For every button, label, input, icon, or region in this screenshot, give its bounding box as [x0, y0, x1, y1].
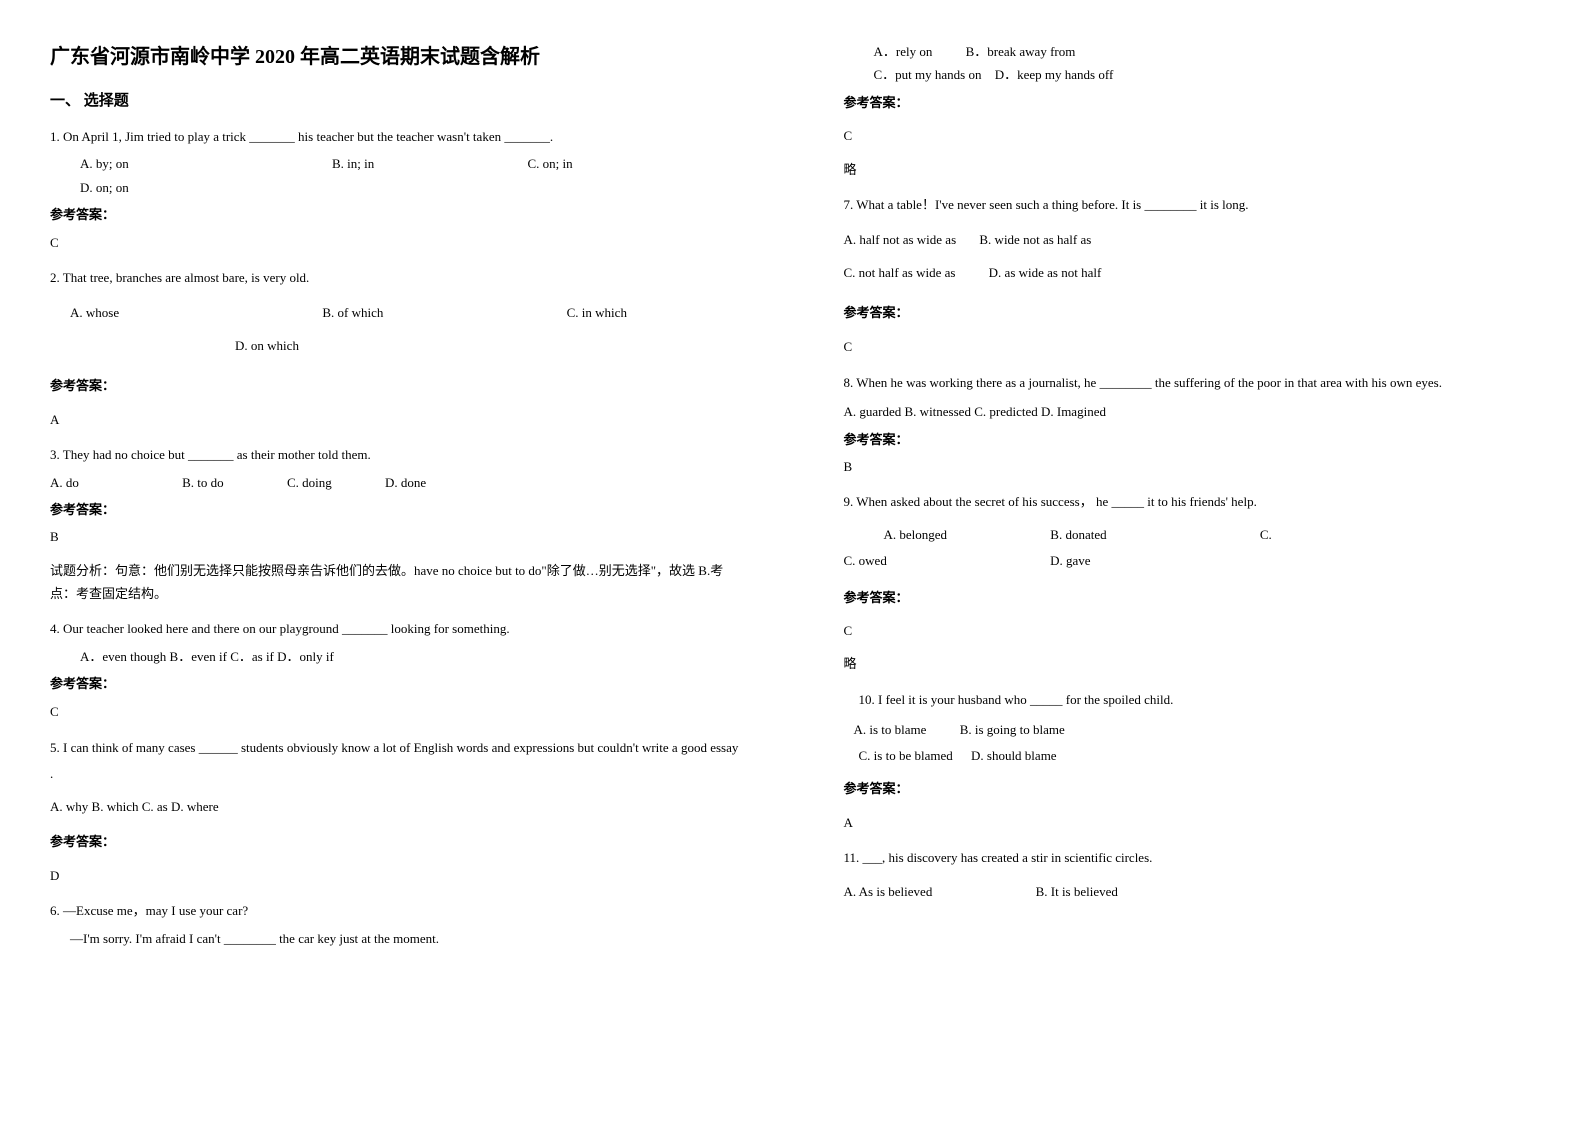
option-a: A．rely on	[874, 44, 933, 59]
option-a: A. whose	[70, 305, 119, 320]
option-c: C. owed	[844, 553, 887, 568]
answer-label: 参考答案：	[50, 374, 744, 397]
option-c: C. is to be blamed	[859, 748, 953, 763]
question-options: A．rely on B．break away from C．put my han…	[874, 40, 1538, 87]
answer-label: 参考答案：	[844, 91, 1538, 114]
page-title: 广东省河源市南岭中学 2020 年高二英语期末试题含解析	[50, 40, 744, 69]
option-c: C. not half as wide as	[844, 265, 956, 280]
right-column: A．rely on B．break away from C．put my han…	[794, 0, 1587, 1122]
option-b: B. to do	[182, 475, 224, 490]
option-b: B. in; in	[332, 156, 374, 171]
answer: D	[50, 864, 744, 887]
option-b: B. of which	[322, 305, 383, 320]
answer-label: 参考答案：	[844, 586, 1538, 609]
question-text: 2. That tree, branches are almost bare, …	[50, 266, 744, 289]
answer-label: 参考答案：	[50, 498, 744, 521]
question-10: 10. I feel it is your husband who _____ …	[844, 688, 1538, 834]
option-a: A. As is believed	[844, 884, 933, 899]
lue: 略	[844, 158, 1538, 181]
question-text: 1. On April 1, Jim tried to play a trick…	[50, 125, 744, 148]
question-2: 2. That tree, branches are almost bare, …	[50, 266, 744, 431]
option-a: A. by; on	[80, 156, 129, 171]
option-b: B. It is believed	[1036, 884, 1118, 899]
option-a: A. do	[50, 475, 79, 490]
question-options: A. why B. which C. as D. where	[50, 795, 744, 818]
option-c: C．put my hands on	[874, 67, 982, 82]
option-a: A. half not as wide as	[844, 232, 957, 247]
question-text: 9. When asked about the secret of his su…	[844, 490, 1538, 513]
question-options: A. is to blame B. is going to blame C. i…	[854, 717, 1538, 769]
question-4: 4. Our teacher looked here and there on …	[50, 617, 744, 723]
option-c: C. doing	[287, 475, 332, 490]
option-d: D. as wide as not half	[989, 265, 1102, 280]
option-a: A. belonged	[884, 527, 948, 542]
answer: C	[50, 231, 744, 254]
option-d: D. should blame	[971, 748, 1057, 763]
answer-label: 参考答案：	[50, 672, 744, 695]
question-text: 3. They had no choice but _______ as the…	[50, 443, 744, 466]
option-b: B．break away from	[966, 44, 1076, 59]
answer-label: 参考答案：	[50, 830, 744, 853]
option-d: D. done	[385, 475, 426, 490]
question-6: 6. —Excuse me，may I use your car? —I'm s…	[50, 899, 744, 950]
option-b: B. is going to blame	[960, 722, 1065, 737]
option-a: A. is to blame	[854, 722, 927, 737]
question-options: A. guarded B. witnessed C. predicted D. …	[844, 400, 1538, 423]
lue: 略	[844, 652, 1538, 675]
answer-label: 参考答案：	[844, 301, 1538, 324]
question-options: A. by; on B. in; in C. on; in D. on; on	[80, 152, 744, 199]
answer: B	[844, 455, 1538, 478]
option-d: D. on; on	[80, 180, 129, 195]
question-options: A. do B. to do C. doing D. done	[50, 471, 744, 494]
answer: C	[844, 335, 1538, 358]
question-text: 11. ___, his discovery has created a sti…	[844, 846, 1538, 869]
question-11: 11. ___, his discovery has created a sti…	[844, 846, 1538, 905]
option-c: C. in which	[567, 305, 627, 320]
question-text: 10. I feel it is your husband who _____ …	[859, 688, 1538, 711]
answer: A	[50, 408, 744, 431]
analysis: 试题分析：句意：他们别无选择只能按照母亲告诉他们的去做。have no choi…	[50, 559, 744, 606]
question-text: 5. I can think of many cases ______ stud…	[50, 735, 744, 787]
option-c-label: C.	[1260, 527, 1272, 542]
question-1: 1. On April 1, Jim tried to play a trick…	[50, 125, 744, 254]
answer: C	[844, 619, 1538, 642]
question-text: 4. Our teacher looked here and there on …	[50, 617, 744, 640]
question-7: 7. What a table！I've never seen such a t…	[844, 193, 1538, 358]
answer: C	[844, 124, 1538, 147]
question-5: 5. I can think of many cases ______ stud…	[50, 735, 744, 887]
question-6-continued: A．rely on B．break away from C．put my han…	[844, 40, 1538, 181]
left-column: 广东省河源市南岭中学 2020 年高二英语期末试题含解析 一、 选择题 1. O…	[0, 0, 794, 1122]
answer-label: 参考答案：	[844, 777, 1538, 800]
question-text: 7. What a table！I've never seen such a t…	[844, 193, 1538, 216]
question-options: A. belonged B. donated C. C. owed D. gav…	[844, 522, 1538, 574]
question-options: A．even though B．even if C．as if D．only i…	[80, 645, 744, 668]
option-c: C. on; in	[528, 156, 573, 171]
answer-label: 参考答案：	[50, 203, 744, 226]
option-b: B. donated	[1050, 527, 1106, 542]
question-options: A. whose B. of which C. in which which D…	[50, 297, 744, 362]
option-b: B. wide not as half as	[979, 232, 1091, 247]
question-8: 8. When he was working there as a journa…	[844, 370, 1538, 478]
question-9: 9. When asked about the secret of his su…	[844, 490, 1538, 676]
answer-label: 参考答案：	[844, 428, 1538, 451]
answer: C	[50, 700, 744, 723]
question-options: A. half not as wide as B. wide not as ha…	[844, 224, 1538, 289]
question-text-2: —I'm sorry. I'm afraid I can't ________ …	[70, 927, 744, 950]
question-text: 8. When he was working there as a journa…	[844, 370, 1538, 396]
option-d: D．keep my hands off	[995, 67, 1114, 82]
section-heading: 一、 选择题	[50, 89, 744, 110]
answer: A	[844, 811, 1538, 834]
question-text-1: 6. —Excuse me，may I use your car?	[50, 899, 744, 922]
answer: B	[50, 525, 744, 548]
option-d: D. on which	[235, 338, 299, 353]
option-d: D. gave	[1050, 553, 1090, 568]
question-3: 3. They had no choice but _______ as the…	[50, 443, 744, 605]
question-options: A. As is believed B. It is believed	[844, 879, 1538, 905]
